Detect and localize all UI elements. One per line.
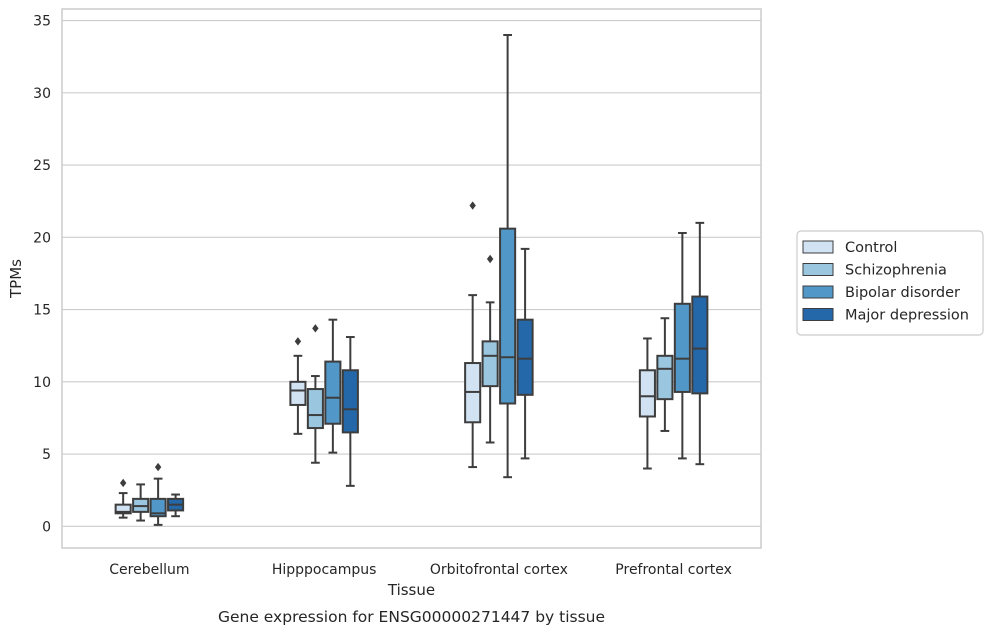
box-major-depression	[341, 336, 359, 487]
box-iqr	[481, 340, 499, 388]
box-iqr	[341, 369, 359, 434]
y-tick-labels: 0 5 10 15 20 25 30 35	[33, 14, 51, 536]
y-tick-label: 10	[33, 375, 51, 391]
x-tick-label: Orbitofrontal cortex	[430, 562, 568, 578]
box-control	[464, 201, 482, 469]
box-iqr	[499, 227, 517, 405]
box-major-depression	[516, 247, 534, 460]
box-schizophrenia	[306, 324, 324, 464]
box-major-depression	[167, 493, 185, 518]
box-control	[114, 478, 132, 519]
outlier-point	[312, 324, 319, 333]
box-iqr	[306, 388, 324, 430]
legend-label: Bipolar disorder	[845, 285, 960, 301]
legend: Control Schizophrenia Bipolar disorder Majo…	[796, 230, 984, 336]
box-schizophrenia	[656, 317, 674, 432]
box-schizophrenia	[481, 254, 499, 444]
x-tick-label: Hipppocampus	[272, 562, 377, 578]
legend-label: Schizophrenia	[845, 263, 947, 279]
box-iqr	[114, 503, 132, 515]
y-tick-label: 0	[42, 519, 51, 535]
outlier-point	[469, 201, 476, 210]
x-tick-labels: Cerebellum Hipppocampus Orbitofrontal cort…	[109, 562, 732, 578]
legend-swatch	[802, 285, 834, 299]
boxes	[114, 34, 709, 526]
box-bipolar-disorder	[149, 462, 167, 526]
box-iqr	[691, 295, 709, 395]
box-iqr	[516, 318, 534, 396]
y-tick-label: 25	[33, 158, 51, 174]
box-iqr	[149, 497, 167, 518]
box-bipolar-disorder	[499, 34, 517, 479]
box-iqr	[673, 302, 691, 393]
x-tick-label: Cerebellum	[109, 562, 189, 578]
box-major-depression	[691, 221, 709, 466]
legend-frame	[796, 230, 984, 336]
plot-frame	[61, 8, 762, 549]
legend-swatch	[802, 240, 834, 254]
box-iqr	[638, 369, 656, 418]
legend-label: Major depression	[845, 308, 969, 324]
box-control	[289, 337, 307, 435]
y-axis-title: TPMs	[7, 259, 25, 299]
outlier-point	[119, 478, 127, 488]
box-control	[638, 337, 656, 470]
legend-label: Control	[845, 240, 897, 256]
box-bipolar-disorder	[673, 231, 691, 460]
y-tick-label: 30	[33, 86, 51, 102]
box-iqr	[656, 354, 674, 401]
y-tick-label: 35	[33, 14, 51, 30]
gridlines	[62, 19, 761, 527]
box-schizophrenia	[132, 483, 150, 522]
box-bipolar-disorder	[324, 318, 342, 454]
y-tick-label: 20	[33, 230, 51, 246]
legend-swatch	[802, 308, 834, 321]
x-axis-title: Tissue	[387, 581, 435, 599]
outlier-point	[154, 462, 162, 472]
legend-swatch	[802, 263, 834, 276]
x-tick-label: Prefrontal cortex	[615, 562, 732, 578]
y-tick-label: 5	[42, 447, 51, 463]
box-iqr	[324, 360, 342, 425]
box-iqr	[289, 380, 307, 406]
chart-caption: Gene expression for ENSG00000271447 by t…	[218, 608, 605, 626]
outlier-point	[294, 337, 302, 346]
outlier-point	[486, 254, 494, 264]
y-tick-label: 15	[33, 303, 51, 319]
